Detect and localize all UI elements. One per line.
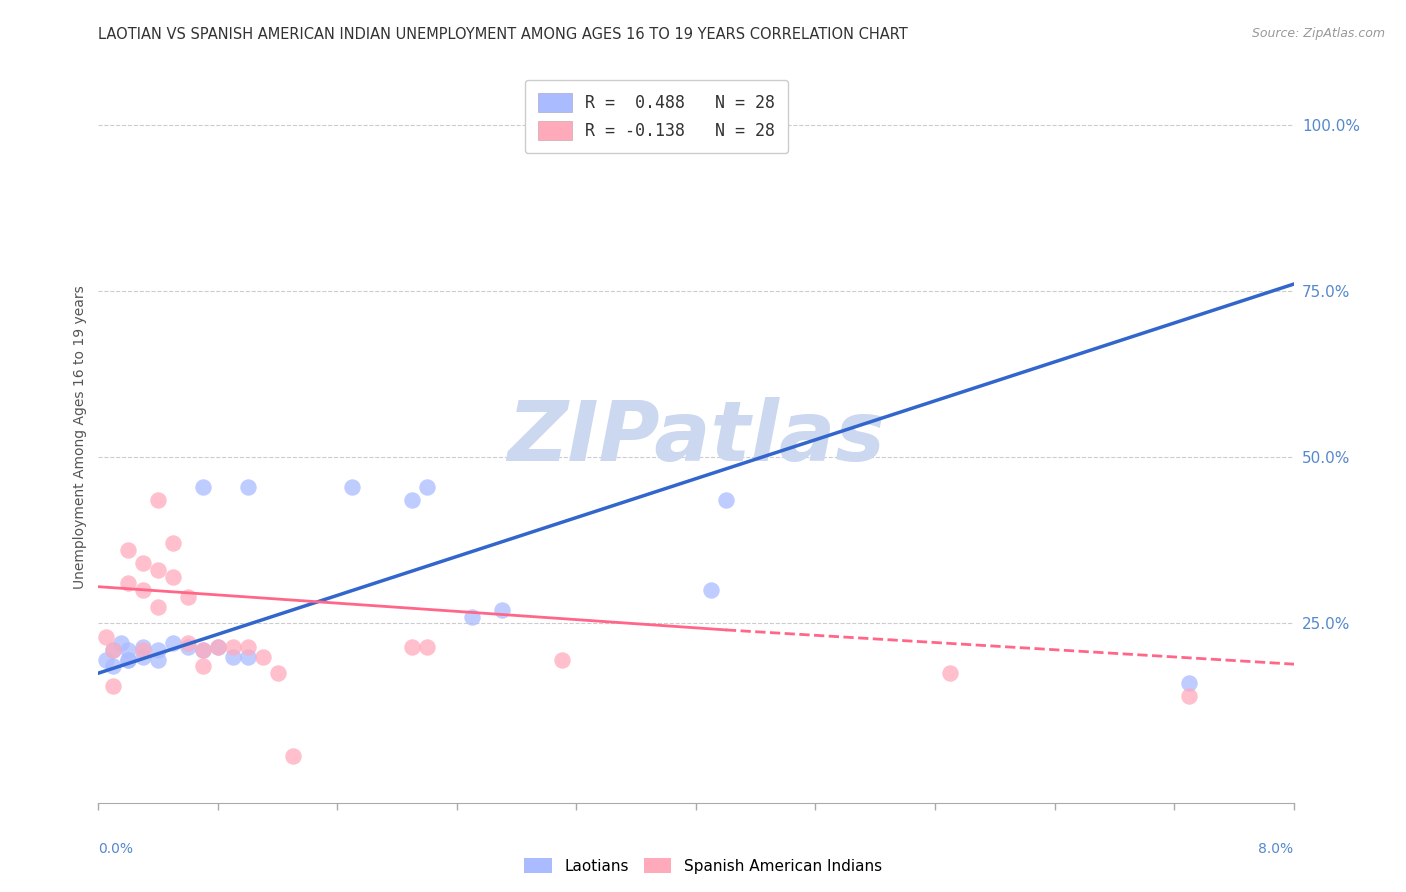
Point: [581, 118, 603, 132]
Point: [191, 643, 214, 657]
Point: [700, 582, 723, 597]
Point: [491, 603, 513, 617]
Point: [132, 557, 155, 571]
Y-axis label: Unemployment Among Ages 16 to 19 years: Unemployment Among Ages 16 to 19 years: [73, 285, 87, 589]
Point: [162, 636, 184, 650]
Point: [132, 582, 155, 597]
Point: [207, 640, 229, 654]
Point: [401, 640, 423, 654]
Point: [117, 643, 139, 657]
Text: 8.0%: 8.0%: [1258, 842, 1294, 855]
Point: [177, 640, 200, 654]
Point: [416, 640, 439, 654]
Point: [252, 649, 274, 664]
Point: [117, 653, 139, 667]
Point: [148, 493, 170, 508]
Point: [281, 749, 304, 764]
Point: [132, 643, 155, 657]
Point: [222, 649, 245, 664]
Point: [236, 649, 259, 664]
Point: [177, 636, 200, 650]
Point: [342, 480, 364, 494]
Point: [461, 609, 484, 624]
Point: [236, 480, 259, 494]
Legend: R =  0.488   N = 28, R = -0.138   N = 28: R = 0.488 N = 28, R = -0.138 N = 28: [524, 79, 789, 153]
Point: [103, 680, 125, 694]
Point: [191, 659, 214, 673]
Point: [267, 666, 290, 681]
Point: [416, 480, 439, 494]
Point: [550, 653, 572, 667]
Point: [1178, 676, 1201, 690]
Point: [236, 640, 259, 654]
Point: [110, 636, 132, 650]
Point: [401, 493, 423, 508]
Point: [132, 649, 155, 664]
Point: [714, 493, 737, 508]
Text: 0.0%: 0.0%: [98, 842, 134, 855]
Point: [94, 653, 117, 667]
Point: [117, 576, 139, 591]
Point: [132, 640, 155, 654]
Text: ZIPatlas: ZIPatlas: [508, 397, 884, 477]
Point: [191, 643, 214, 657]
Point: [207, 640, 229, 654]
Point: [162, 536, 184, 550]
Point: [94, 630, 117, 644]
Point: [103, 659, 125, 673]
Point: [148, 643, 170, 657]
Text: LAOTIAN VS SPANISH AMERICAN INDIAN UNEMPLOYMENT AMONG AGES 16 TO 19 YEARS CORREL: LAOTIAN VS SPANISH AMERICAN INDIAN UNEMP…: [98, 27, 908, 42]
Point: [191, 480, 214, 494]
Point: [148, 653, 170, 667]
Point: [117, 543, 139, 558]
Text: Source: ZipAtlas.com: Source: ZipAtlas.com: [1251, 27, 1385, 40]
Point: [177, 590, 200, 604]
Point: [117, 653, 139, 667]
Point: [1178, 690, 1201, 704]
Point: [148, 563, 170, 577]
Point: [103, 643, 125, 657]
Point: [148, 599, 170, 614]
Legend: Laotians, Spanish American Indians: Laotians, Spanish American Indians: [519, 852, 887, 880]
Point: [162, 570, 184, 584]
Point: [103, 643, 125, 657]
Point: [222, 640, 245, 654]
Point: [939, 666, 962, 681]
